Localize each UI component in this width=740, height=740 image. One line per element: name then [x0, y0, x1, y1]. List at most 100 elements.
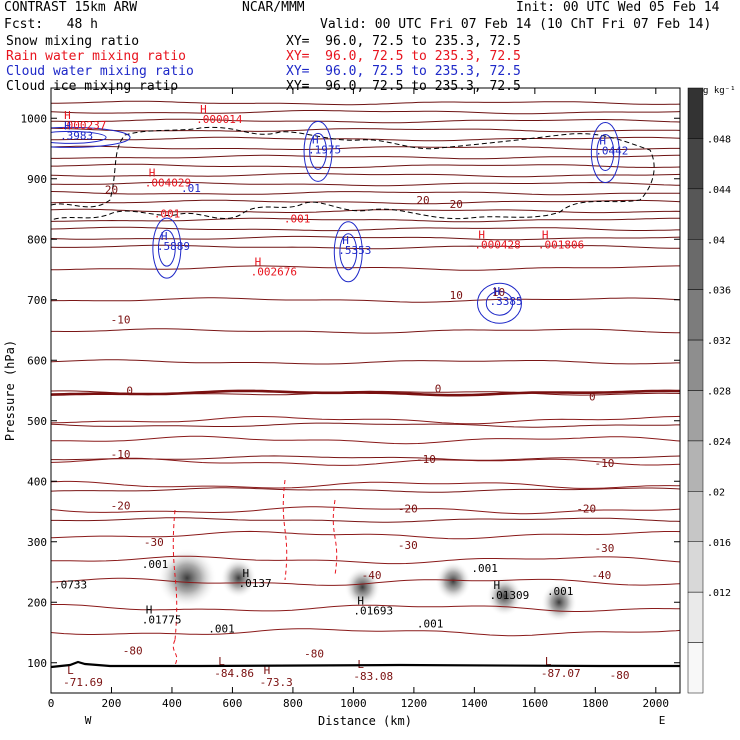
isotherm-line — [51, 297, 680, 303]
isotherm-line — [51, 359, 680, 365]
cloud-ice-value: .0137 — [238, 577, 271, 590]
rain-water-contour — [172, 639, 178, 666]
cloud-water-value: .5889 — [157, 240, 190, 253]
y-axis-label: Pressure (hPa) — [3, 340, 17, 441]
y-tick-label: 600 — [27, 354, 47, 367]
plot-frame — [50, 87, 681, 694]
colorbar-label: .044 — [707, 185, 731, 196]
field-cloudwater-xy: XY= 96.0, 72.5 to 235.3, 72.5 — [286, 64, 521, 79]
isotherm-line — [51, 328, 680, 334]
colorbar-swatch — [687, 339, 704, 391]
isotherm-label: 20 — [105, 184, 118, 197]
isotherm-line — [51, 163, 680, 169]
cloud-water-max-marker: H — [599, 135, 606, 148]
cloud-ice-value: .001 — [471, 562, 498, 575]
west-end-label: W — [85, 714, 92, 727]
isotherm-label: -10 — [416, 453, 436, 466]
colorbar-label: .012 — [707, 588, 731, 599]
isotherm-label: -40 — [362, 569, 382, 582]
field-cloudice-xy: XY= 96.0, 72.5 to 235.3, 72.5 — [286, 79, 521, 94]
y-tick-label: 400 — [27, 475, 47, 488]
valid-time: Valid: 00 UTC Fri 07 Feb 14 (10 ChT Fri … — [320, 17, 712, 32]
field-snow-label: Snow mixing ratio — [6, 34, 140, 49]
x-tick-label: 600 — [223, 697, 243, 710]
isotherm-line — [51, 628, 680, 637]
isotherm-line — [51, 530, 680, 540]
isotherm-line — [51, 127, 680, 133]
cloud-ice-value: .001 — [142, 558, 169, 571]
isotherm-label: 10 — [492, 286, 505, 299]
cloud-ice-value: .001 — [208, 623, 235, 636]
snow-mixing-ratio-blob — [435, 561, 472, 602]
cloud-water-contour — [152, 217, 182, 279]
cloud-water-value: .3983 — [60, 129, 93, 142]
field-cloudice-label: Cloud ice mixing ratio — [6, 79, 179, 94]
colorbar-label: .024 — [707, 437, 731, 448]
cloud-water-value: .01 — [181, 182, 201, 195]
y-tick-label: 700 — [27, 294, 47, 307]
isotherm-label: 20 — [450, 198, 463, 211]
isotherm-line — [51, 435, 680, 445]
isotherm-line — [51, 154, 680, 160]
isotherm-line — [51, 577, 680, 586]
colorbar-swatch — [687, 138, 704, 190]
colorbar-label: .036 — [707, 286, 731, 297]
temperature-extremum-marker: L — [218, 655, 225, 668]
cloud-water-contour — [485, 290, 514, 316]
cloud-water-max-marker: H — [493, 285, 500, 298]
rain-water-value: .000237 — [60, 119, 106, 132]
x-tick-label: 2000 — [643, 697, 670, 710]
cloud-water-contour — [157, 229, 176, 267]
cloud-ice-max-marker: H — [493, 579, 500, 592]
rain-water-contour — [282, 479, 288, 581]
colorbar-label: .028 — [707, 387, 731, 398]
x-axis-label: Distance (km) — [318, 714, 412, 728]
colorbar-swatch — [687, 390, 704, 442]
y-tick-label: 800 — [27, 233, 47, 246]
colorbar-unit: g kg⁻¹ — [703, 86, 736, 96]
rain-water-contour — [172, 509, 178, 641]
y-tick-label: 1000 — [21, 112, 48, 125]
cloud-water-max-marker: H — [64, 119, 71, 132]
isotherm-line — [51, 145, 680, 151]
cloud-water-value: .0442 — [595, 145, 628, 158]
x-tick-label: 1400 — [461, 697, 488, 710]
isotherm-label: 10 — [450, 289, 463, 302]
isotherm-label: -30 — [594, 542, 614, 555]
isotherm-label: -30 — [398, 539, 418, 552]
rain-water-value: .001 — [284, 212, 311, 225]
cloud-water-contour — [309, 132, 327, 170]
cloud-ice-value: .01309 — [489, 589, 529, 602]
isotherm-label: 20 — [416, 194, 429, 207]
rain-water-max-marker: H — [200, 103, 207, 116]
cloud-ice-max-marker: H — [146, 603, 153, 616]
cloud-ice-value: .01775 — [142, 613, 182, 626]
colorbar-label: .016 — [707, 538, 731, 549]
field-cloudwater-label: Cloud water mixing ratio — [6, 64, 194, 79]
isotherm-line — [51, 555, 680, 565]
rain-water-value: .002676 — [251, 266, 297, 279]
y-tick-label: 200 — [27, 596, 47, 609]
terrain-surface-line — [50, 660, 680, 669]
isotherm-label: -20 — [398, 502, 418, 515]
isotherm-line — [51, 217, 680, 223]
isotherm-line — [51, 265, 680, 271]
cloud-water-max-marker: H — [312, 133, 319, 146]
cloud-ice-value: .0733 — [54, 578, 87, 591]
isotherm-line — [51, 480, 680, 489]
cloud-water-max-marker: H — [342, 234, 349, 247]
temperature-extremum-marker: L — [67, 664, 74, 677]
x-tick-label: 1600 — [522, 697, 549, 710]
field-rain-label: Rain water mixing ratio — [6, 49, 187, 64]
isotherm-label: 0 — [589, 391, 596, 404]
temperature-extremum-marker: H — [264, 664, 271, 677]
isotherm-line — [51, 244, 680, 250]
colorbar-swatch — [687, 289, 704, 341]
rain-water-max-marker: H — [478, 228, 485, 241]
isotherm-line — [51, 604, 680, 612]
field-rain-xy: XY= 96.0, 72.5 to 235.3, 72.5 — [286, 49, 521, 64]
isotherm-line — [51, 226, 680, 232]
temperature-extremum-value: -84.86 — [214, 667, 254, 680]
colorbar-label: .02 — [707, 487, 725, 498]
